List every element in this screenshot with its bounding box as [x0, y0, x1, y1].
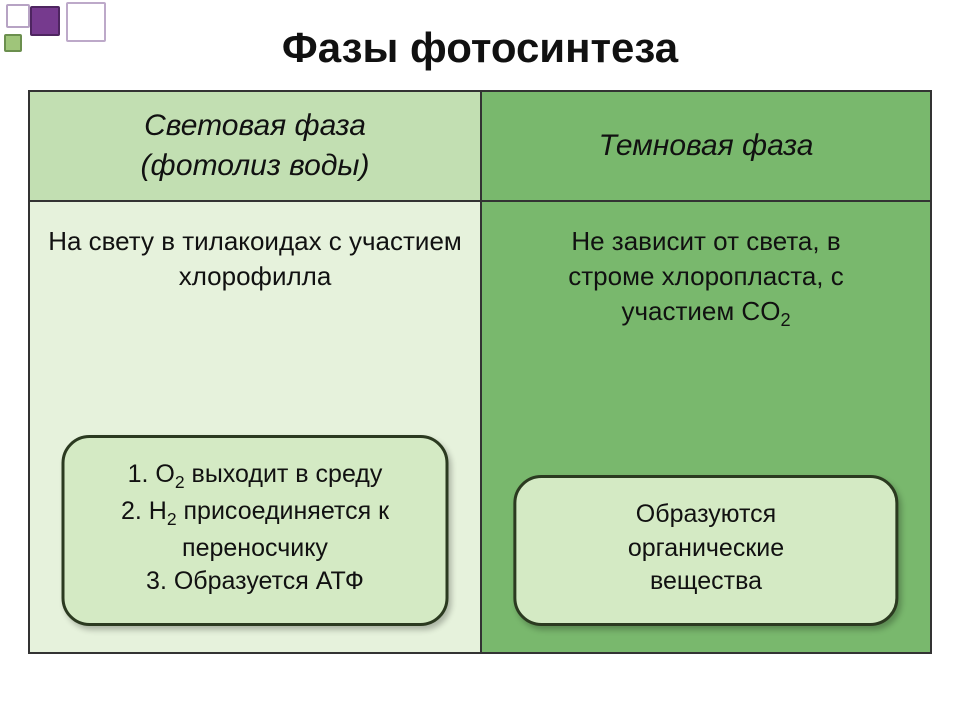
header-dark-line1: Темновая фаза [599, 126, 814, 167]
header-light-line2: (фотолиз воды) [141, 146, 370, 187]
header-light-phase: Световая фаза (фотолиз воды) [30, 92, 480, 200]
header-light-line1: Световая фаза [144, 106, 366, 147]
phases-table: Световая фаза (фотолиз воды) Темновая фа… [28, 90, 932, 654]
dark-phase-callout: Образуютсяорганическиевещества [513, 475, 898, 626]
light-phase-description: На свету в тилакоидах с участием хлорофи… [48, 224, 462, 294]
table-header-row: Световая фаза (фотолиз воды) Темновая фа… [30, 92, 930, 202]
table-body-row: На свету в тилакоидах с участием хлорофи… [30, 202, 930, 652]
deco-square [30, 6, 60, 36]
deco-square [4, 34, 22, 52]
header-dark-phase: Темновая фаза [480, 92, 930, 200]
page-title: Фазы фотосинтеза [0, 0, 960, 90]
corner-decoration [0, 0, 120, 60]
body-dark-phase: Не зависит от света, встроме хлоропласта… [480, 202, 930, 652]
dark-phase-description: Не зависит от света, встроме хлоропласта… [568, 224, 843, 333]
deco-square [6, 4, 30, 28]
light-phase-callout: 1. O2 выходит в среду2. H2 присоединяетс… [62, 435, 449, 626]
deco-square [66, 2, 106, 42]
body-light-phase: На свету в тилакоидах с участием хлорофи… [30, 202, 480, 652]
